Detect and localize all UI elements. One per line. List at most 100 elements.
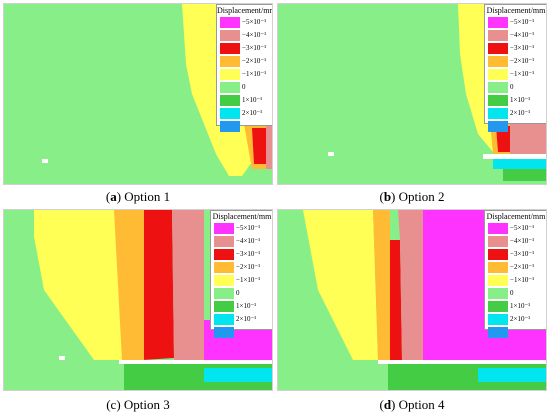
legend-entry: −5×10⁻¹ [485, 16, 546, 29]
legend-entry: −3×10⁻¹ [485, 248, 546, 261]
legend-label: −5×10⁻¹ [236, 224, 261, 232]
legend-swatch [214, 223, 234, 234]
legend-entry: 1×10⁻¹ [211, 300, 272, 313]
legend-label: 0 [510, 83, 514, 91]
legend-entry: 2×10⁻¹ [485, 313, 546, 326]
zone-green [503, 169, 546, 181]
legend-swatch [220, 121, 240, 132]
marker [59, 356, 65, 360]
legend-swatch [220, 95, 240, 106]
legend-title: Displacement/mm [217, 6, 273, 15]
legend-swatch [488, 17, 508, 28]
caption-text: Option 1 [121, 189, 171, 204]
legend-title: Displacement/mm [486, 6, 546, 15]
legend-entry: 1×10⁻¹ [485, 300, 546, 313]
gap [483, 154, 546, 159]
legend-label: 0 [242, 83, 246, 91]
caption-option-1: (a) Option 1 [105, 189, 171, 204]
legend-entry [211, 326, 272, 339]
panel-option-3: Displacement/mm −5×10⁻¹ −4×10⁻¹ −3×10⁻¹ −2×1… [3, 209, 273, 391]
legend-option-1: Displacement/mm −5×10⁻¹ −4×10⁻¹ −3×10⁻¹ −2×1… [216, 4, 273, 132]
legend-label: −1×10⁻¹ [510, 70, 535, 78]
zone-pink [510, 122, 546, 154]
legend-title: Displacement/mm [486, 212, 546, 221]
caption-option-4: (d) Option 4 [379, 397, 445, 412]
gap [378, 360, 546, 364]
panel-option-4: Displacement/mm −5×10⁻¹ −4×10⁻¹ −3×10⁻¹ −2×1… [277, 209, 547, 391]
caption-letter: b [383, 189, 392, 204]
legend-label: 2×10⁻¹ [242, 109, 263, 117]
legend-label: −1×10⁻¹ [510, 276, 535, 284]
zone-zero-left [278, 210, 353, 360]
zone-yellow [458, 4, 503, 152]
legend-swatch [214, 301, 234, 312]
legend-label: −1×10⁻¹ [242, 70, 267, 78]
zone-zero-left [4, 210, 94, 360]
legend-swatch [214, 262, 234, 273]
zone-pink [398, 210, 423, 360]
legend-entry: 0 [485, 287, 546, 300]
legend-swatch [488, 262, 508, 273]
legend-entry: −3×10⁻¹ [217, 42, 272, 55]
legend-swatch [214, 249, 234, 260]
zone-pink [172, 210, 204, 360]
legend-label: −5×10⁻¹ [242, 18, 267, 26]
caption-text: Option 4 [395, 397, 445, 412]
panel-option-2: Displacement/mm −5×10⁻¹ −4×10⁻¹ −3×10⁻¹ −2×1… [277, 3, 547, 185]
legend-entry [485, 326, 546, 339]
legend-swatch [220, 82, 240, 93]
legend-swatch [214, 275, 234, 286]
panel-option-1: Displacement/mm −5×10⁻¹ −4×10⁻¹ −3×10⁻¹ −2×1… [3, 3, 273, 185]
legend-entry: −5×10⁻¹ [485, 222, 546, 235]
legend-entry: 2×10⁻¹ [211, 313, 272, 326]
legend-entry: −2×10⁻¹ [211, 261, 272, 274]
legend-label: −2×10⁻¹ [510, 263, 535, 271]
legend-entry: −1×10⁻¹ [217, 68, 272, 81]
legend-entry: −1×10⁻¹ [485, 68, 546, 81]
legend-entry: −5×10⁻¹ [217, 16, 272, 29]
legend-entry [485, 120, 546, 133]
legend-entry: 0 [211, 287, 272, 300]
legend-swatch [220, 108, 240, 119]
legend-label: −2×10⁻¹ [242, 57, 267, 65]
marker [328, 152, 334, 156]
legend-label: 1×10⁻¹ [510, 96, 531, 104]
legend-entry: −4×10⁻¹ [485, 29, 546, 42]
legend-entry: −1×10⁻¹ [485, 274, 546, 287]
legend-entry: 2×10⁻¹ [217, 107, 272, 120]
legend-label: −4×10⁻¹ [510, 31, 535, 39]
zone-cyan [204, 368, 272, 382]
legend-entry: −2×10⁻¹ [485, 55, 546, 68]
zone-red [390, 240, 402, 360]
zone-cyan [493, 159, 546, 169]
legend-entry: 2×10⁻¹ [485, 107, 546, 120]
legend-label: 2×10⁻¹ [510, 315, 531, 323]
legend-swatch [488, 30, 508, 41]
legend-entry: 1×10⁻¹ [217, 94, 272, 107]
legend-swatch [488, 82, 508, 93]
legend-swatch [488, 314, 508, 325]
legend-label: −4×10⁻¹ [236, 237, 261, 245]
legend-label: −1×10⁻¹ [236, 276, 261, 284]
zone-red [252, 128, 266, 164]
legend-swatch [214, 327, 234, 338]
caption-text: Option 2 [395, 189, 445, 204]
legend-label: 1×10⁻¹ [510, 302, 531, 310]
legend-swatch [488, 43, 508, 54]
legend-swatch [220, 56, 240, 67]
legend-label: 0 [236, 289, 240, 297]
marker [42, 159, 48, 163]
legend-label: 1×10⁻¹ [236, 302, 257, 310]
legend-swatch [488, 56, 508, 67]
legend-entry: −4×10⁻¹ [211, 235, 272, 248]
caption-letter: a [110, 189, 117, 204]
zone-yellow [298, 210, 378, 360]
legend-swatch [488, 121, 508, 132]
legend-entry: −1×10⁻¹ [211, 274, 272, 287]
legend-entry: −4×10⁻¹ [217, 29, 272, 42]
legend-swatch [214, 236, 234, 247]
legend-label: −4×10⁻¹ [510, 237, 535, 245]
legend-label: −3×10⁻¹ [510, 250, 535, 258]
legend-swatch [488, 69, 508, 80]
legend-entry: −2×10⁻¹ [485, 261, 546, 274]
